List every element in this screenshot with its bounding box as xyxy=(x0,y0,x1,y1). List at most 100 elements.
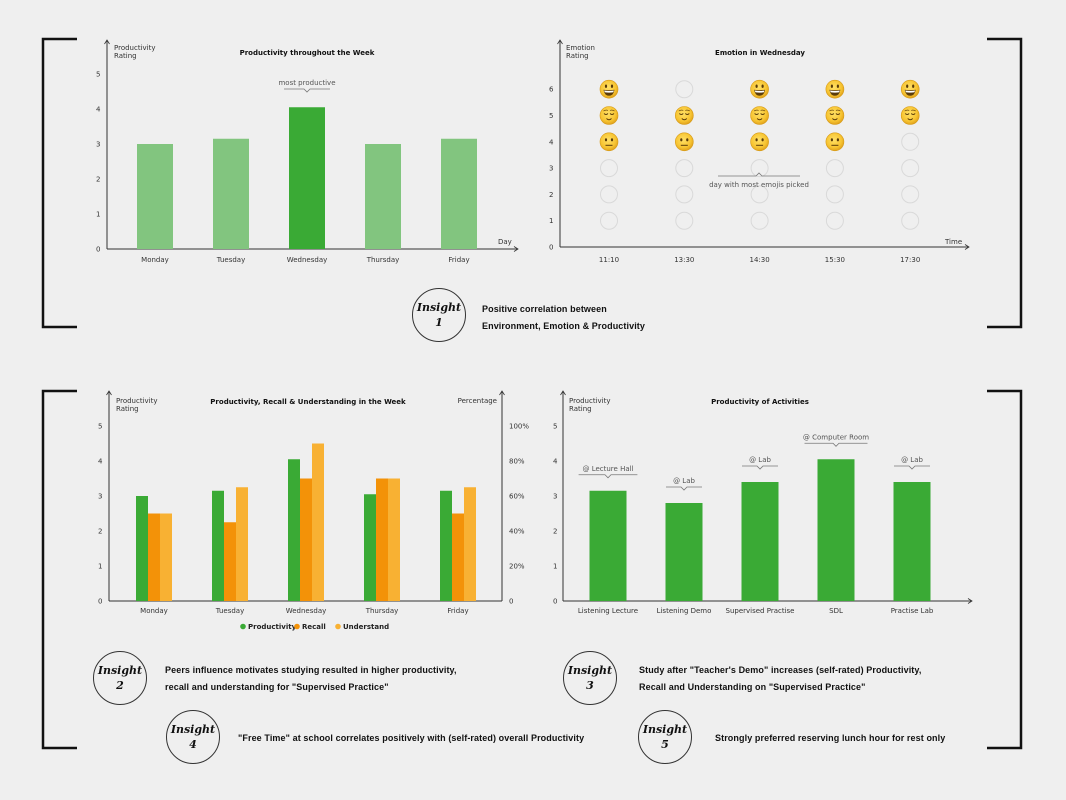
relieved-face-icon xyxy=(750,106,769,125)
bar-recall-friday xyxy=(452,513,464,601)
empty-slot xyxy=(825,159,844,178)
grinning-face-icon xyxy=(900,79,920,99)
chart-productivity-recall-understanding: Productivity Rating Percentage Productiv… xyxy=(98,390,529,631)
y-tick-label: 3 xyxy=(549,165,553,173)
insight-1-text: Positive correlation between Environment… xyxy=(482,301,645,335)
annotation-label: @ Lab xyxy=(749,456,771,464)
y-axis-label-line1: Productivity xyxy=(116,397,158,405)
y-tick-label: 5 xyxy=(549,112,553,120)
x-tick-label: Tuesday xyxy=(215,607,244,615)
empty-slot xyxy=(675,211,694,230)
annotation-bracket xyxy=(578,474,638,479)
y-tick-label: 2 xyxy=(549,191,553,199)
x-tick-label: 13:30 xyxy=(674,256,694,264)
insight-line: Study after "Teacher's Demo" increases (… xyxy=(639,665,922,675)
insight-word: Insight xyxy=(567,664,613,677)
empty-slot xyxy=(901,185,920,204)
grinning-face-icon xyxy=(825,79,845,99)
x-tick-label: 14:30 xyxy=(750,256,770,264)
empty-slot xyxy=(750,159,769,178)
annotation-bracket xyxy=(742,465,778,470)
empty-slot xyxy=(675,80,694,99)
insight-line: recall and understanding for "Supervised… xyxy=(165,682,389,692)
insight-5-text: Strongly preferred reserving lunch hour … xyxy=(715,730,945,747)
x-axis-arrow-icon xyxy=(964,244,970,250)
insight-number: 3 xyxy=(586,679,594,692)
grinning-face-icon xyxy=(750,79,769,99)
legend-item-productivity: Productivity xyxy=(240,623,297,631)
bar-activity xyxy=(893,482,931,601)
y-axis-label-line2: Rating xyxy=(569,405,592,413)
y-axis-right-arrow-icon xyxy=(499,390,505,396)
insight-number: 2 xyxy=(116,679,124,692)
bar-productivity-wednesday xyxy=(288,459,300,601)
y-tick-label: 2 xyxy=(96,176,100,184)
empty-slot xyxy=(901,159,920,178)
relieved-face-icon xyxy=(825,106,845,125)
y-tick-label: 4 xyxy=(96,106,101,114)
empty-slot xyxy=(825,185,844,204)
y-tick-label: 0 xyxy=(96,246,100,254)
insight-3-badge: Insight 3 xyxy=(563,651,617,705)
neutral-face-icon xyxy=(750,132,769,152)
y-axis-left-arrow-icon xyxy=(106,390,112,396)
insight-line: Environment, Emotion & Productivity xyxy=(482,321,646,331)
legend-label: Productivity xyxy=(248,623,297,631)
relieved-face-icon xyxy=(674,106,694,125)
y-axis-arrow-icon xyxy=(560,390,566,396)
empty-slot xyxy=(825,211,844,230)
y-axis-label-line2: Rating xyxy=(116,405,139,413)
x-tick-label: Friday xyxy=(448,256,469,264)
bar-productivity-tuesday xyxy=(212,490,224,601)
x-tick-label: Thursday xyxy=(365,607,399,615)
insight-word: Insight xyxy=(97,664,143,677)
insight-line: Positive correlation between xyxy=(482,304,607,314)
insight-4-badge: Insight 4 xyxy=(166,710,220,764)
annotation-bracket xyxy=(804,442,868,447)
empty-slot xyxy=(600,211,618,230)
bar-recall-wednesday xyxy=(300,478,312,601)
y-tick-label: 2 xyxy=(98,528,102,536)
y-axis-arrow-icon xyxy=(557,39,563,45)
bar-recall-monday xyxy=(148,513,160,601)
insight-3-text: Study after "Teacher's Demo" increases (… xyxy=(639,662,921,696)
insight-word: Insight xyxy=(170,723,216,736)
insight-word: Insight xyxy=(416,301,462,314)
bar-understand-monday xyxy=(160,513,172,601)
empty-slot xyxy=(750,185,769,204)
neutral-face-icon xyxy=(825,132,845,152)
x-tick-label: Wednesday xyxy=(286,607,327,615)
x-tick-label: 11:10 xyxy=(599,256,619,264)
legend-label: Understand xyxy=(343,623,389,631)
bar-productivity-monday xyxy=(136,496,148,601)
y-tick-label: 3 xyxy=(96,141,100,149)
empty-slot xyxy=(675,159,694,178)
x-tick-label: SDL xyxy=(829,607,843,615)
annotation-label: @ Computer Room xyxy=(803,433,869,441)
y-tick-label: 5 xyxy=(553,423,557,431)
y-tick-label: 4 xyxy=(549,138,554,146)
chart-title: Productivity, Recall & Understanding in … xyxy=(210,398,406,406)
y-axis-arrow-icon xyxy=(104,39,110,45)
bracket-top-left xyxy=(41,37,77,329)
neutral-face-icon xyxy=(674,132,694,152)
annotation-bracket xyxy=(284,88,330,93)
insight-1-badge: Insight 1 xyxy=(412,288,466,342)
x-tick-label: Wednesday xyxy=(287,256,328,264)
x-tick-label: Friday xyxy=(447,607,468,615)
annotation-label: @ Lecture Hall xyxy=(582,465,633,473)
empty-slot xyxy=(600,185,618,204)
y-axis-label-line1: Productivity xyxy=(569,397,611,405)
y-tick-label: 3 xyxy=(553,493,557,501)
y-tick-label: 1 xyxy=(96,211,100,219)
y-right-tick-label: 80% xyxy=(509,458,525,466)
bar-productivity-friday xyxy=(440,490,452,601)
y-right-tick-label: 100% xyxy=(509,423,529,431)
empty-slot xyxy=(675,185,694,204)
y-right-tick-label: 60% xyxy=(509,493,525,501)
legend-label: Recall xyxy=(302,623,326,631)
y-tick-label: 2 xyxy=(553,528,557,536)
bar-activity xyxy=(589,490,627,601)
insight-2-text: Peers influence motivates studying resul… xyxy=(165,662,457,696)
